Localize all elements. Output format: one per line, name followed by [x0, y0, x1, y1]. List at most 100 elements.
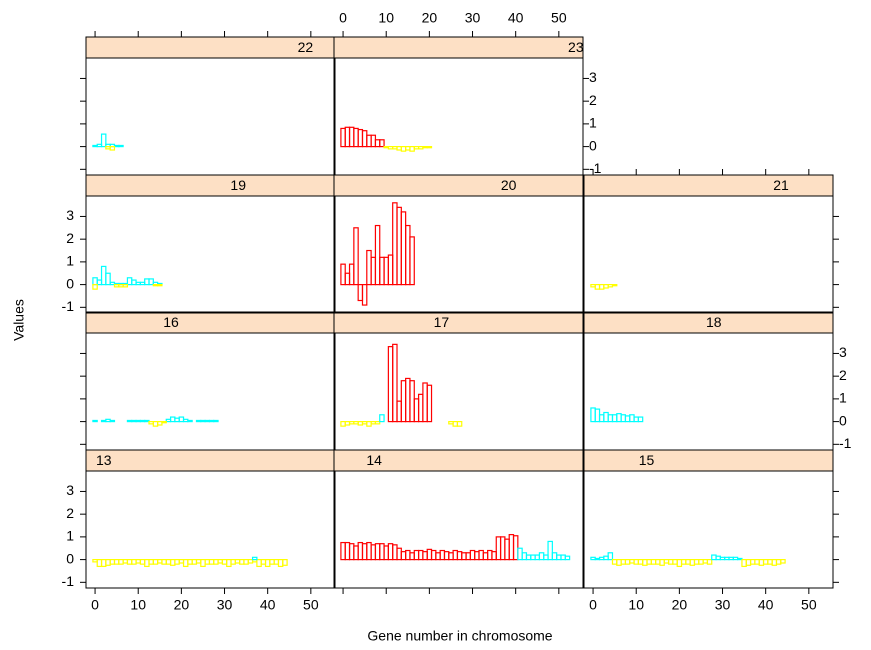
strip-label: 21 [773, 177, 789, 193]
gene-bar [148, 559, 154, 565]
panel [583, 332, 834, 451]
gene-bar [387, 146, 394, 150]
gene-bar [131, 279, 137, 286]
panel [333, 332, 584, 451]
gene-bar [754, 559, 760, 565]
gene-bar [512, 535, 519, 561]
gene-bar [396, 400, 402, 423]
gene-bar [594, 557, 601, 561]
strip [583, 449, 834, 472]
gene-bar [213, 419, 219, 423]
gene-bar [204, 419, 211, 423]
gene-bar [611, 284, 618, 287]
gene-bar [157, 421, 163, 426]
gene-bar [370, 421, 377, 425]
y-tick-label: 3 [589, 69, 597, 85]
gene-bar [195, 559, 202, 564]
gene-bar [504, 538, 510, 561]
gene-bar [551, 552, 558, 561]
gene-bar [118, 284, 124, 288]
gene-bar [161, 421, 167, 424]
gene-bar [474, 551, 480, 561]
gene-bar [598, 284, 605, 290]
gene-bar [417, 146, 424, 150]
gene-bar [448, 552, 454, 561]
gene-bar [469, 549, 476, 561]
strip [85, 449, 336, 472]
x-tick-label: 40 [758, 597, 774, 613]
gene-bar [387, 254, 394, 286]
x-tick-label: 20 [174, 597, 190, 613]
gene-bar [366, 421, 372, 427]
gene-bar [282, 559, 288, 566]
gene-bar [374, 421, 381, 425]
x-tick-label: 30 [465, 10, 481, 26]
gene-bar [383, 545, 389, 561]
y-tick-label: 2 [66, 505, 74, 521]
gene-bar [340, 421, 346, 427]
gene-bar [92, 277, 98, 286]
gene-bar [135, 281, 141, 286]
gene-bar [405, 224, 411, 286]
y-tick-label: -1 [62, 573, 75, 589]
gene-bar [178, 559, 185, 564]
y-tick-label: 0 [839, 412, 847, 428]
x-tick-label: 40 [260, 597, 276, 613]
x-axis-label: Gene number in chromosome [367, 628, 552, 644]
gene-bar [109, 281, 116, 286]
panel [583, 470, 834, 589]
gene-bar [400, 211, 407, 286]
gene-bar [344, 126, 351, 148]
gene-bar [719, 556, 726, 561]
gene-bar [348, 421, 355, 425]
y-tick-label: -1 [589, 160, 602, 176]
gene-bar [144, 278, 150, 286]
gene-bar [100, 419, 107, 423]
gene-bar [435, 552, 441, 561]
gene-bar [745, 559, 752, 566]
gene-bar [655, 559, 661, 565]
gene-bar [144, 559, 150, 568]
gene-bar [594, 284, 601, 290]
gene-bar [383, 256, 389, 286]
gene-bar [405, 549, 411, 561]
y-tick-label: 2 [589, 92, 597, 108]
gene-bar [598, 414, 605, 423]
y-tick-label: 1 [589, 115, 597, 131]
gene-bar [148, 278, 154, 286]
gene-bar [370, 256, 377, 286]
gene-bar [213, 559, 219, 565]
gene-bar [409, 236, 415, 286]
gene-bar [264, 559, 271, 568]
gene-bar [499, 536, 506, 561]
strip-label: 14 [366, 452, 382, 468]
gene-bar [633, 416, 639, 423]
gene-bar [139, 559, 146, 565]
gene-bar [344, 541, 351, 561]
gene-bar [443, 551, 450, 561]
gene-bar [396, 146, 402, 151]
gene-bar [100, 559, 107, 568]
gene-bar [594, 408, 601, 423]
gene-bar [495, 536, 502, 561]
gene-bar [144, 419, 150, 423]
gene-bar [598, 556, 605, 561]
x-tick-label: 0 [589, 597, 597, 613]
gene-bar [547, 540, 553, 561]
x-tick-label: 10 [628, 597, 644, 613]
gene-bar [706, 559, 713, 565]
y-tick-label: 2 [66, 230, 74, 246]
y-tick-label: 1 [66, 528, 74, 544]
strip-label: 23 [568, 39, 584, 55]
gene-bar [422, 382, 428, 423]
gene-bar [590, 556, 596, 561]
gene-bar [366, 134, 372, 148]
gene-bar [105, 146, 111, 150]
gene-bar [208, 559, 215, 565]
gene-bar [361, 543, 368, 561]
gene-bar [715, 555, 721, 561]
gene-bar [165, 418, 172, 423]
gene-bar [607, 284, 614, 288]
gene-bar [340, 127, 346, 148]
gene-bar [396, 206, 402, 286]
